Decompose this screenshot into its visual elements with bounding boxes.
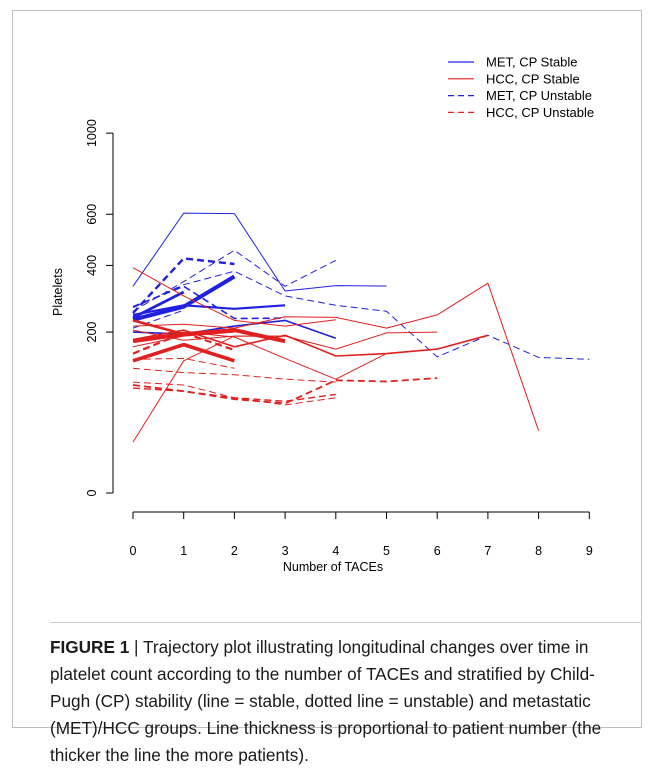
series-line-21: [132, 331, 235, 355]
series-line-8: [132, 270, 590, 360]
x-tick-label-2: 2: [231, 544, 238, 558]
legend-label-2: HCC, CP Stable: [486, 71, 580, 86]
figure-caption: FIGURE 1 | Trajectory plot illustrating …: [50, 634, 635, 769]
figure-label: FIGURE 1: [50, 637, 130, 657]
series-line-18: [132, 328, 286, 344]
x-tick-label-8: 8: [535, 544, 542, 558]
series-line-22: [132, 377, 438, 405]
caption-divider: [50, 622, 642, 623]
series-line-10: [132, 309, 184, 329]
series-line-4: [132, 274, 236, 322]
series-line-26: [132, 387, 336, 402]
axes-layer: 0 1 2 3 4 5 6 7 8 9 Number of TACEs 0 200 400 600 1000 P…: [51, 119, 593, 574]
trajectory-chart: 0 1 2 3 4 5 6 7 8 9 Number of TACEs 0 200 400 600 1000 P…: [51, 55, 594, 575]
figure-frame: [12, 10, 642, 728]
caption-text: Trajectory plot illustrating longitudina…: [50, 637, 602, 765]
series-line-11: [132, 267, 336, 327]
series-line-9: [132, 285, 286, 320]
y-tick-label-0: 0: [85, 489, 99, 496]
series-line-6: [132, 257, 235, 314]
x-tick-label-5: 5: [383, 544, 390, 558]
series-line-2: [132, 304, 286, 316]
x-tick-label-7: 7: [484, 544, 491, 558]
caption-separator: |: [129, 637, 143, 657]
y-tick-label-400: 400: [85, 255, 99, 276]
x-tick-label-3: 3: [282, 544, 289, 558]
series-line-24: [132, 367, 336, 383]
y-tick-label-1000: 1000: [85, 119, 99, 147]
legend-label-4: HCC, CP Unstable: [486, 105, 594, 120]
series-line-12: [132, 282, 540, 431]
x-tick-label-4: 4: [332, 544, 339, 558]
y-tick-label-600: 600: [85, 204, 99, 225]
series-line-20: [132, 319, 185, 336]
y-axis-label: Platelets: [51, 268, 65, 316]
series-line-7: [132, 249, 337, 312]
x-tick-label-6: 6: [434, 544, 441, 558]
legend-label-3: MET, CP Unstable: [486, 88, 592, 103]
x-axis-label: Number of TACEs: [283, 560, 383, 574]
series-layer: [132, 212, 590, 443]
y-tick-label-200: 200: [85, 322, 99, 343]
x-tick-label-1: 1: [180, 544, 187, 558]
series-line-1: [132, 212, 387, 292]
series-line-5: [132, 290, 185, 320]
x-tick-label-0: 0: [130, 544, 137, 558]
legend-label-1: MET, CP Stable: [486, 55, 578, 70]
series-line-19: [132, 342, 235, 363]
x-tick-label-9: 9: [586, 544, 593, 558]
series-line-25: [132, 357, 235, 369]
